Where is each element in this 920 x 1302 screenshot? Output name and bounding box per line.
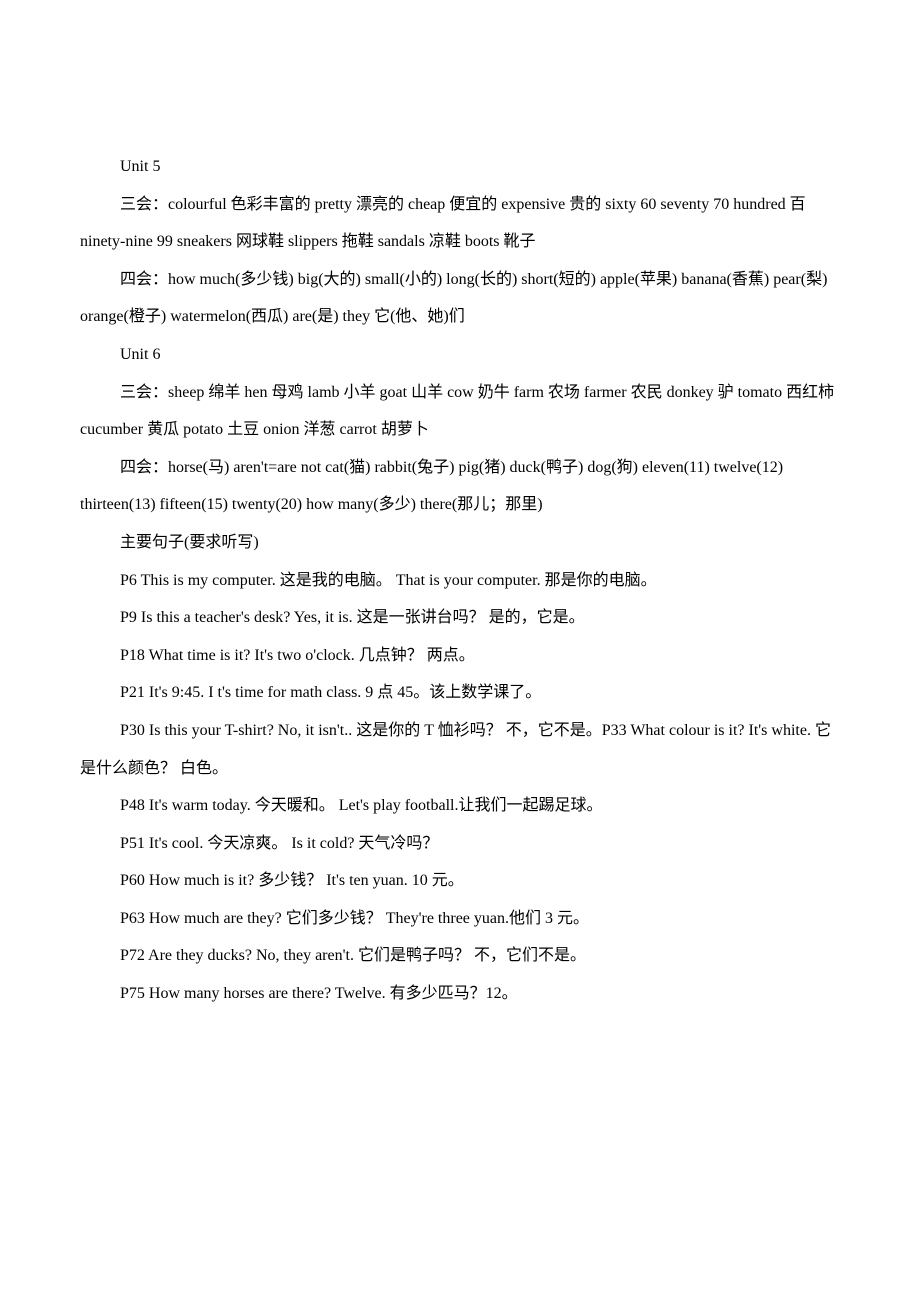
body-paragraph: P63 How much are they? 它们多少钱？ They're th… [80, 900, 840, 938]
body-paragraph: 三会：colourful 色彩丰富的 pretty 漂亮的 cheap 便宜的 … [80, 186, 840, 261]
body-paragraph: Unit 5 [80, 148, 840, 186]
body-paragraph: P72 Are they ducks? No, they aren't. 它们是… [80, 937, 840, 975]
body-paragraph: P48 It's warm today. 今天暖和。 Let's play fo… [80, 787, 840, 825]
document-page: Unit 5三会：colourful 色彩丰富的 pretty 漂亮的 chea… [0, 0, 920, 1302]
body-paragraph: P60 How much is it? 多少钱？ It's ten yuan. … [80, 862, 840, 900]
body-paragraph: P75 How many horses are there? Twelve. 有… [80, 975, 840, 1013]
body-paragraph: P6 This is my computer. 这是我的电脑。 That is … [80, 562, 840, 600]
body-paragraph: 四会：how much(多少钱) big(大的) small(小的) long(… [80, 261, 840, 336]
body-paragraph: P21 It's 9:45. I t's time for math class… [80, 674, 840, 712]
body-paragraph: P51 It's cool. 今天凉爽。 Is it cold? 天气冷吗？ [80, 825, 840, 863]
body-paragraph: P18 What time is it? It's two o'clock. 几… [80, 637, 840, 675]
body-paragraph: Unit 6 [80, 336, 840, 374]
body-paragraph: 三会：sheep 绵羊 hen 母鸡 lamb 小羊 goat 山羊 cow 奶… [80, 374, 840, 449]
body-paragraph: 主要句子(要求听写) [80, 524, 840, 562]
body-paragraph: 四会：horse(马) aren't=are not cat(猫) rabbit… [80, 449, 840, 524]
body-paragraph: P30 Is this your T-shirt? No, it isn't..… [80, 712, 840, 787]
body-paragraph: P9 Is this a teacher's desk? Yes, it is.… [80, 599, 840, 637]
